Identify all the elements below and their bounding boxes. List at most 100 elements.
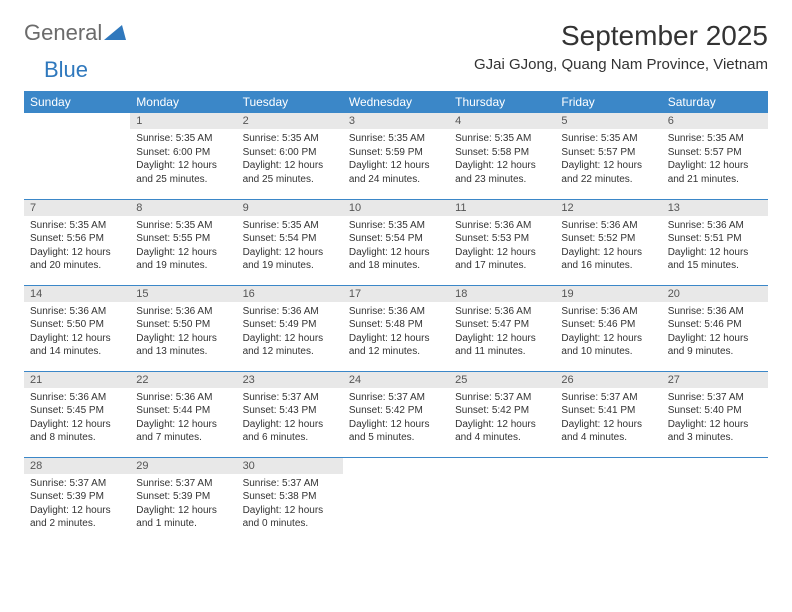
sunset-text: Sunset: 6:00 PM bbox=[136, 146, 230, 160]
sunset-text: Sunset: 5:58 PM bbox=[455, 146, 549, 160]
calendar-cell: 8Sunrise: 5:35 AMSunset: 5:55 PMDaylight… bbox=[130, 199, 236, 285]
sunset-text: Sunset: 5:42 PM bbox=[455, 404, 549, 418]
calendar-cell: 21Sunrise: 5:36 AMSunset: 5:45 PMDayligh… bbox=[24, 371, 130, 457]
day-body: Sunrise: 5:35 AMSunset: 5:58 PMDaylight:… bbox=[449, 129, 555, 190]
day-number: 10 bbox=[343, 200, 449, 216]
day-body: Sunrise: 5:35 AMSunset: 5:57 PMDaylight:… bbox=[555, 129, 661, 190]
daylight-text: Daylight: 12 hours and 25 minutes. bbox=[136, 159, 230, 186]
sunrise-text: Sunrise: 5:37 AM bbox=[243, 391, 337, 405]
daylight-text: Daylight: 12 hours and 21 minutes. bbox=[668, 159, 762, 186]
day-number: 23 bbox=[237, 372, 343, 388]
calendar-cell: 25Sunrise: 5:37 AMSunset: 5:42 PMDayligh… bbox=[449, 371, 555, 457]
day-body: Sunrise: 5:35 AMSunset: 5:54 PMDaylight:… bbox=[237, 216, 343, 277]
sunset-text: Sunset: 5:38 PM bbox=[243, 490, 337, 504]
calendar-cell: 18Sunrise: 5:36 AMSunset: 5:47 PMDayligh… bbox=[449, 285, 555, 371]
day-number: 6 bbox=[662, 113, 768, 129]
daylight-text: Daylight: 12 hours and 12 minutes. bbox=[349, 332, 443, 359]
day-number: 4 bbox=[449, 113, 555, 129]
sunset-text: Sunset: 5:39 PM bbox=[30, 490, 124, 504]
sunrise-text: Sunrise: 5:36 AM bbox=[668, 219, 762, 233]
sunrise-text: Sunrise: 5:36 AM bbox=[30, 305, 124, 319]
sunrise-text: Sunrise: 5:36 AM bbox=[455, 219, 549, 233]
daylight-text: Daylight: 12 hours and 4 minutes. bbox=[561, 418, 655, 445]
calendar-week: 1Sunrise: 5:35 AMSunset: 6:00 PMDaylight… bbox=[24, 113, 768, 199]
calendar-cell bbox=[24, 113, 130, 199]
sunset-text: Sunset: 5:42 PM bbox=[349, 404, 443, 418]
day-header: Friday bbox=[555, 91, 661, 113]
daylight-text: Daylight: 12 hours and 2 minutes. bbox=[30, 504, 124, 531]
logo-triangle-icon bbox=[104, 22, 126, 45]
logo-text-general: General bbox=[24, 20, 102, 46]
sunset-text: Sunset: 5:46 PM bbox=[668, 318, 762, 332]
sunset-text: Sunset: 5:55 PM bbox=[136, 232, 230, 246]
day-body: Sunrise: 5:36 AMSunset: 5:49 PMDaylight:… bbox=[237, 302, 343, 363]
day-number: 27 bbox=[662, 372, 768, 388]
sunrise-text: Sunrise: 5:36 AM bbox=[243, 305, 337, 319]
logo-text-blue: Blue bbox=[44, 57, 88, 82]
sunrise-text: Sunrise: 5:37 AM bbox=[136, 477, 230, 491]
day-body: Sunrise: 5:37 AMSunset: 5:38 PMDaylight:… bbox=[237, 474, 343, 535]
sunset-text: Sunset: 5:59 PM bbox=[349, 146, 443, 160]
day-body: Sunrise: 5:37 AMSunset: 5:43 PMDaylight:… bbox=[237, 388, 343, 449]
daylight-text: Daylight: 12 hours and 19 minutes. bbox=[136, 246, 230, 273]
sunset-text: Sunset: 5:41 PM bbox=[561, 404, 655, 418]
sunrise-text: Sunrise: 5:35 AM bbox=[30, 219, 124, 233]
day-body: Sunrise: 5:36 AMSunset: 5:50 PMDaylight:… bbox=[130, 302, 236, 363]
sunrise-text: Sunrise: 5:36 AM bbox=[136, 305, 230, 319]
sunrise-text: Sunrise: 5:36 AM bbox=[30, 391, 124, 405]
sunrise-text: Sunrise: 5:37 AM bbox=[349, 391, 443, 405]
calendar-cell: 22Sunrise: 5:36 AMSunset: 5:44 PMDayligh… bbox=[130, 371, 236, 457]
sunset-text: Sunset: 5:39 PM bbox=[136, 490, 230, 504]
day-header: Monday bbox=[130, 91, 236, 113]
day-header: Tuesday bbox=[237, 91, 343, 113]
day-number: 8 bbox=[130, 200, 236, 216]
calendar-week: 28Sunrise: 5:37 AMSunset: 5:39 PMDayligh… bbox=[24, 457, 768, 543]
day-body: Sunrise: 5:35 AMSunset: 5:57 PMDaylight:… bbox=[662, 129, 768, 190]
daylight-text: Daylight: 12 hours and 22 minutes. bbox=[561, 159, 655, 186]
day-body: Sunrise: 5:36 AMSunset: 5:46 PMDaylight:… bbox=[662, 302, 768, 363]
calendar-cell: 12Sunrise: 5:36 AMSunset: 5:52 PMDayligh… bbox=[555, 199, 661, 285]
calendar-cell: 1Sunrise: 5:35 AMSunset: 6:00 PMDaylight… bbox=[130, 113, 236, 199]
sunset-text: Sunset: 5:54 PM bbox=[243, 232, 337, 246]
logo: General bbox=[24, 20, 128, 46]
calendar-cell bbox=[555, 457, 661, 543]
calendar-cell: 3Sunrise: 5:35 AMSunset: 5:59 PMDaylight… bbox=[343, 113, 449, 199]
day-body: Sunrise: 5:36 AMSunset: 5:52 PMDaylight:… bbox=[555, 216, 661, 277]
day-number: 30 bbox=[237, 458, 343, 474]
calendar-cell: 6Sunrise: 5:35 AMSunset: 5:57 PMDaylight… bbox=[662, 113, 768, 199]
sunrise-text: Sunrise: 5:37 AM bbox=[455, 391, 549, 405]
sunrise-text: Sunrise: 5:36 AM bbox=[455, 305, 549, 319]
sunrise-text: Sunrise: 5:36 AM bbox=[668, 305, 762, 319]
day-body: Sunrise: 5:36 AMSunset: 5:44 PMDaylight:… bbox=[130, 388, 236, 449]
daylight-text: Daylight: 12 hours and 9 minutes. bbox=[668, 332, 762, 359]
daylight-text: Daylight: 12 hours and 1 minute. bbox=[136, 504, 230, 531]
sunset-text: Sunset: 5:48 PM bbox=[349, 318, 443, 332]
calendar-cell: 17Sunrise: 5:36 AMSunset: 5:48 PMDayligh… bbox=[343, 285, 449, 371]
sunset-text: Sunset: 6:00 PM bbox=[243, 146, 337, 160]
sunrise-text: Sunrise: 5:37 AM bbox=[561, 391, 655, 405]
day-body: Sunrise: 5:35 AMSunset: 5:59 PMDaylight:… bbox=[343, 129, 449, 190]
calendar-cell: 9Sunrise: 5:35 AMSunset: 5:54 PMDaylight… bbox=[237, 199, 343, 285]
day-body: Sunrise: 5:35 AMSunset: 5:55 PMDaylight:… bbox=[130, 216, 236, 277]
day-body: Sunrise: 5:37 AMSunset: 5:40 PMDaylight:… bbox=[662, 388, 768, 449]
calendar-cell: 2Sunrise: 5:35 AMSunset: 6:00 PMDaylight… bbox=[237, 113, 343, 199]
daylight-text: Daylight: 12 hours and 18 minutes. bbox=[349, 246, 443, 273]
day-number: 20 bbox=[662, 286, 768, 302]
sunrise-text: Sunrise: 5:37 AM bbox=[668, 391, 762, 405]
daylight-text: Daylight: 12 hours and 17 minutes. bbox=[455, 246, 549, 273]
day-number: 24 bbox=[343, 372, 449, 388]
sunset-text: Sunset: 5:45 PM bbox=[30, 404, 124, 418]
sunset-text: Sunset: 5:50 PM bbox=[30, 318, 124, 332]
calendar-cell: 16Sunrise: 5:36 AMSunset: 5:49 PMDayligh… bbox=[237, 285, 343, 371]
day-body: Sunrise: 5:36 AMSunset: 5:53 PMDaylight:… bbox=[449, 216, 555, 277]
day-number: 12 bbox=[555, 200, 661, 216]
daylight-text: Daylight: 12 hours and 12 minutes. bbox=[243, 332, 337, 359]
day-number: 19 bbox=[555, 286, 661, 302]
day-number: 7 bbox=[24, 200, 130, 216]
daylight-text: Daylight: 12 hours and 8 minutes. bbox=[30, 418, 124, 445]
calendar-cell: 27Sunrise: 5:37 AMSunset: 5:40 PMDayligh… bbox=[662, 371, 768, 457]
daylight-text: Daylight: 12 hours and 19 minutes. bbox=[243, 246, 337, 273]
day-number: 22 bbox=[130, 372, 236, 388]
sunset-text: Sunset: 5:57 PM bbox=[561, 146, 655, 160]
sunset-text: Sunset: 5:46 PM bbox=[561, 318, 655, 332]
